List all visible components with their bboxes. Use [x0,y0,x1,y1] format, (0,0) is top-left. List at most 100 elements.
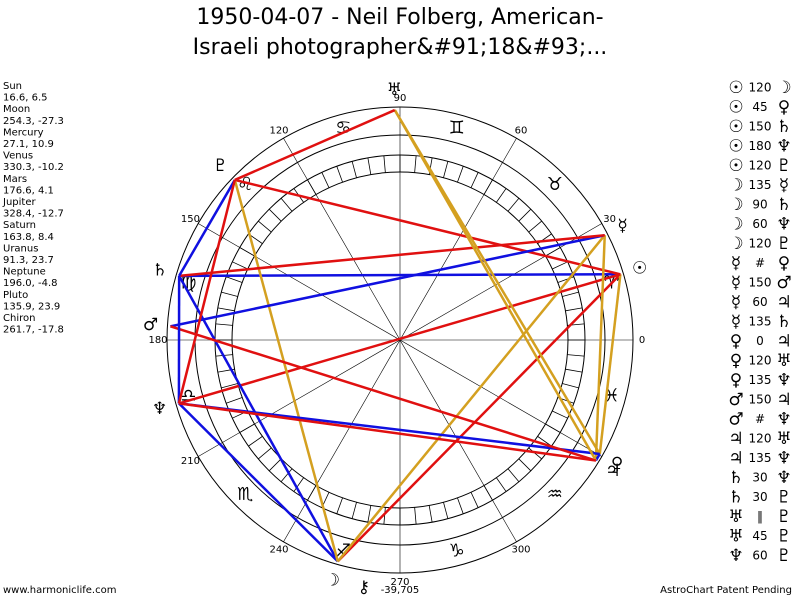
zodiac-sign: ♉ [547,174,563,195]
planet-coords: 27.1, 10.9 [3,139,54,150]
aspect-from: ♅ [728,507,743,527]
aspect-from: ☿ [731,293,741,313]
aspect-to: ♇ [776,527,791,547]
aspect-type: 60 [752,549,767,563]
aspect-to: ♄ [776,312,791,332]
planet-coords: 135.9, 23.9 [3,301,60,312]
aspect-to: ♀ [778,254,790,274]
aspect-to: ♃ [776,332,791,352]
aspect-type: 150 [749,276,772,290]
planet-coords: 330.3, -10.2 [3,162,64,173]
planet-coords: 196.0, -4.8 [3,278,58,289]
aspect-type: 135 [749,178,772,192]
aspect-from: ♅ [728,527,743,547]
aspect-to: ♃ [776,390,791,410]
aspect-type: 45 [752,529,767,543]
aspect-type: # [755,412,765,426]
planet-glyph: ☉ [632,259,647,279]
planet-name: Jupiter [2,197,36,208]
aspect-from: ☉ [728,117,743,137]
planet-glyph: ♄ [152,260,167,280]
planet-coords: 91.3, 23.7 [3,255,54,266]
planet-name: Pluto [3,290,28,301]
aspect-to: ♅ [776,429,791,449]
planet-name: Saturn [3,220,36,231]
planet-glyph: ♇ [213,156,228,176]
aspect-type: 135 [749,373,772,387]
aspect-to: ♆ [776,449,791,469]
aspect-to: ♆ [776,410,791,430]
planet-glyph: ☿ [617,216,627,236]
aspect-from: ♂ [728,410,743,430]
planet-name: Moon [3,104,30,115]
aspect-from: ☽ [728,215,743,235]
degree-label: 0 [639,335,645,346]
aspect-type: 120 [749,237,772,251]
aspect-type: ‖ [757,510,763,524]
aspect-from: ☉ [728,78,743,98]
aspect-from: ♀ [730,332,742,352]
aspect-to: ♄ [776,195,791,215]
planet-name: Sun [3,81,22,92]
degree-label: 240 [269,545,288,556]
aspect-from: ☉ [728,98,743,118]
aspect-type: # [755,256,765,270]
aspect-type: 120 [749,159,772,173]
zodiac-sign: ♊ [449,117,465,138]
aspect-to: ♇ [776,488,791,508]
aspect-from: ♃ [728,449,743,469]
planet-name: Chiron [3,313,35,324]
planet-coords: 16.6, 6.5 [3,93,48,104]
planet-glyph: ☽ [325,571,340,591]
degree-label: 150 [181,214,200,225]
aspect-from: ☽ [728,234,743,254]
aspect-to: ♂ [776,273,791,293]
aspect-type: 150 [749,393,772,407]
aspect-from: ♀ [730,351,742,371]
aspect-to: ♇ [776,507,791,527]
aspect-from: ☉ [728,156,743,176]
planet-coords: 261.7, -17.8 [3,325,64,336]
aspect-type: 0 [756,334,764,348]
planet-coords: 254.3, -27.3 [3,116,64,127]
aspect-to: ♀ [778,98,790,118]
planet-coords: 176.6, 4.1 [3,185,54,196]
aspect-to: ♇ [776,234,791,254]
aspect-to: ♅ [776,351,791,371]
aspect-to: ♇ [776,546,791,566]
zodiac-sign: ♏ [237,484,253,505]
aspect-to: ♃ [776,293,791,313]
planet-coords: 328.4, -12.7 [3,209,64,220]
aspect-from: ☽ [728,195,743,215]
planet-glyph: ⚷ [358,577,370,597]
aspect-from: ☽ [728,176,743,196]
aspect-type: 135 [749,451,772,465]
aspect-type: 30 [752,490,767,504]
aspect-from: ♂ [728,390,743,410]
aspect-to: ☿ [779,176,789,196]
aspect-type: 120 [749,432,772,446]
aspect-type: 120 [749,81,772,95]
aspect-to: ♆ [776,215,791,235]
degree-label: 300 [511,545,530,556]
aspect-type: 150 [749,120,772,134]
aspect-type: 45 [752,100,767,114]
degree-label: 30 [603,214,616,225]
aspect-to: ♆ [776,468,791,488]
aspect-type: 60 [752,295,767,309]
title: Israeli photographer&#91;18&#93;... [193,35,608,60]
zodiac-sign: ♑ [449,541,465,562]
aspect-from: ♃ [728,429,743,449]
aspect-from: ♆ [728,546,743,566]
aspect-to: ☽ [776,78,791,98]
aspect-to: ♆ [776,137,791,157]
aspect-from: ☉ [728,137,743,157]
footer-notice: AstroChart Patent Pending [660,585,792,596]
aspect-type: 60 [752,217,767,231]
zodiac-sign: ♒ [547,484,563,505]
degree-label: 60 [515,125,528,136]
planet-name: Neptune [3,267,46,278]
aspect-from: ☿ [731,254,741,274]
planet-glyph: ♃ [605,461,620,481]
planet-glyph: ♆ [152,399,167,419]
